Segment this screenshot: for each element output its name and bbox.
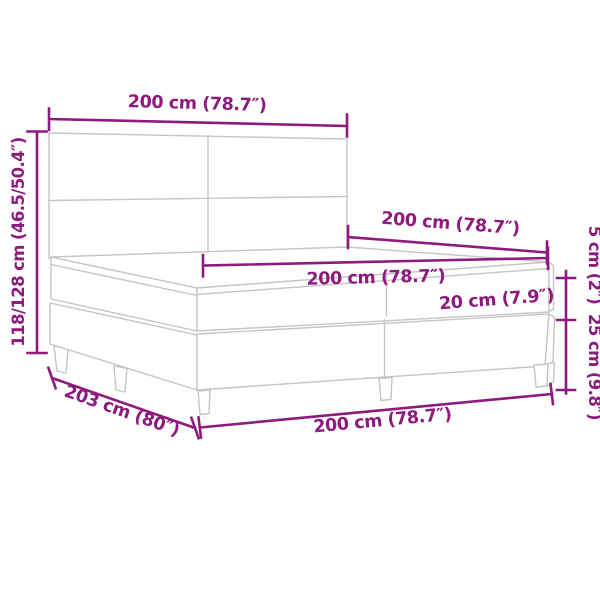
headboard-seam bbox=[48, 195, 348, 202]
topper-thickness-label: 5 cm (2″) bbox=[585, 226, 600, 305]
dim-line-bed-height bbox=[26, 130, 48, 355]
mattress-front-seam bbox=[196, 267, 550, 296]
bed-leg bbox=[533, 363, 549, 388]
bed-leg-side bbox=[546, 361, 556, 387]
mattress-left-seam bbox=[50, 263, 198, 297]
base-thickness-label: 25 cm (9.8″) bbox=[585, 314, 600, 420]
dim-line-mattress-width bbox=[201, 246, 550, 278]
dim-line-heights-right bbox=[555, 269, 577, 395]
bed-leg bbox=[378, 376, 393, 402]
boxspring-right-edge bbox=[544, 313, 556, 367]
bed-leg bbox=[113, 365, 128, 393]
dim-line-frame-width bbox=[197, 382, 555, 439]
headboard-width-label: 200 cm (78.7″) bbox=[128, 92, 267, 116]
dimension-lines bbox=[26, 107, 577, 440]
bed-leg bbox=[53, 345, 69, 374]
dim-line-frame-length bbox=[46, 366, 201, 440]
bed-length-label: 200 cm (78.7″) bbox=[380, 209, 520, 240]
bed-leg bbox=[197, 389, 211, 416]
bed-drawing bbox=[48, 132, 556, 416]
dim-line-headboard-width bbox=[47, 107, 349, 138]
headboard-face bbox=[48, 132, 348, 260]
bed-height-label: 118/128 cm (46.5/50.4″) bbox=[9, 137, 28, 347]
mattress-right-edge bbox=[548, 261, 555, 313]
mattress-width-label: 200 cm (78.7″) bbox=[306, 266, 445, 289]
